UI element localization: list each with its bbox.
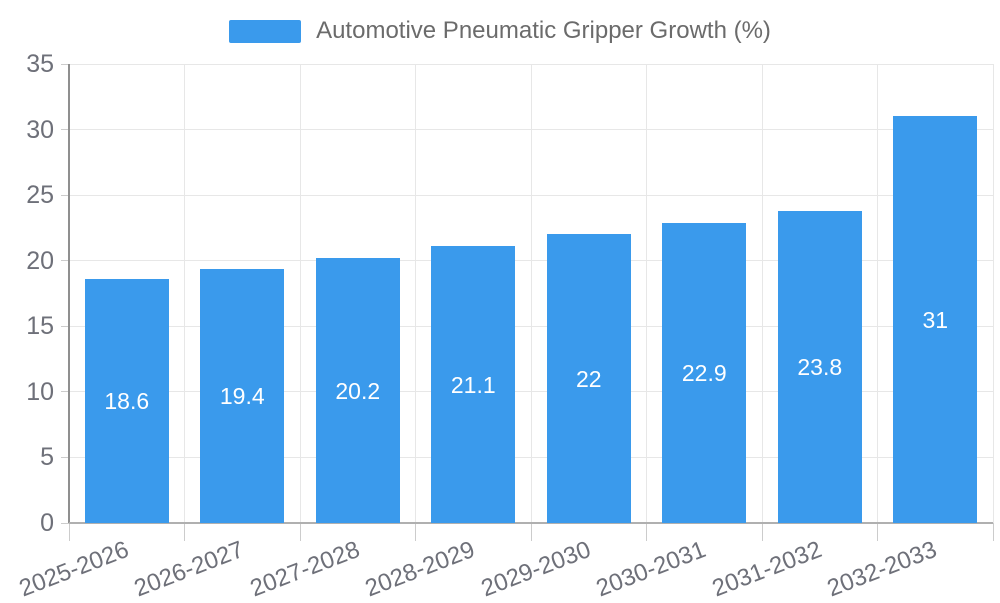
x-axis-label: 2030-2031 (593, 536, 710, 603)
x-axis-tick (68, 523, 70, 541)
y-axis-line (68, 64, 70, 523)
legend-item[interactable]: Automotive Pneumatic Gripper Growth (%) (0, 17, 1000, 45)
x-axis-tick (530, 523, 532, 541)
y-axis-tick (61, 325, 69, 327)
bar[interactable]: 18.6 (84, 279, 169, 523)
bar-value-label: 20.2 (335, 377, 381, 404)
bar[interactable]: 31 (893, 116, 978, 523)
bar[interactable]: 19.4 (200, 268, 285, 523)
x-gridline (761, 64, 763, 523)
x-gridline (184, 64, 185, 523)
bar-value-label: 22.9 (681, 359, 727, 386)
x-axis-tick (184, 523, 185, 541)
bar-value-label: 22 (575, 365, 602, 392)
y-axis-tick (61, 194, 69, 196)
bar[interactable]: 20.2 (315, 258, 400, 523)
x-axis-tick (415, 523, 416, 541)
y-axis-label: 5 (40, 443, 54, 472)
bar-value-label: 31 (922, 306, 949, 333)
x-gridline (415, 64, 416, 523)
y-axis-label: 25 (26, 181, 54, 210)
bar-value-label: 21.1 (450, 371, 496, 398)
bar-value-label: 18.6 (104, 388, 150, 415)
x-axis-tick (299, 523, 301, 541)
y-axis-label: 15 (26, 312, 54, 341)
x-gridline (646, 64, 647, 523)
x-gridline (992, 64, 994, 523)
x-axis-tick (992, 523, 994, 541)
bar[interactable]: 23.8 (777, 210, 862, 523)
bar[interactable]: 22.9 (662, 222, 747, 523)
x-axis-label: 2029-2030 (477, 536, 595, 603)
bar[interactable]: 21.1 (431, 246, 516, 523)
legend-label: Automotive Pneumatic Gripper Growth (%) (316, 17, 771, 44)
y-axis-tick (61, 522, 69, 524)
y-axis-label: 30 (26, 115, 54, 144)
y-axis-label: 0 (40, 509, 54, 537)
x-gridline (530, 64, 532, 523)
x-axis-label: 2026-2027 (131, 536, 248, 603)
y-axis-tick (61, 456, 69, 458)
y-axis-label: 10 (26, 377, 54, 406)
x-axis-label: 2032-2033 (824, 536, 941, 603)
bar-value-label: 19.4 (219, 382, 265, 409)
x-axis-label: 2031-2032 (708, 536, 826, 603)
x-axis-label: 2027-2028 (246, 536, 364, 603)
bar-value-label: 23.8 (797, 353, 843, 380)
y-axis-tick (61, 63, 69, 65)
x-axis-tick (646, 523, 647, 541)
x-axis-tick (761, 523, 763, 541)
x-axis-tick (877, 523, 878, 541)
y-axis-tick (61, 129, 69, 131)
bar[interactable]: 22 (546, 234, 631, 523)
y-axis-label: 35 (26, 50, 54, 78)
x-axis-label: 2028-2029 (362, 536, 479, 603)
x-gridline (877, 64, 878, 523)
x-axis-label: 2025-2026 (15, 536, 133, 603)
y-axis-tick (61, 391, 69, 393)
x-gridline (299, 64, 301, 523)
legend-swatch-icon (229, 19, 302, 43)
y-axis-label: 20 (26, 246, 54, 275)
y-axis-tick (61, 260, 69, 262)
x-axis-line (69, 522, 993, 524)
